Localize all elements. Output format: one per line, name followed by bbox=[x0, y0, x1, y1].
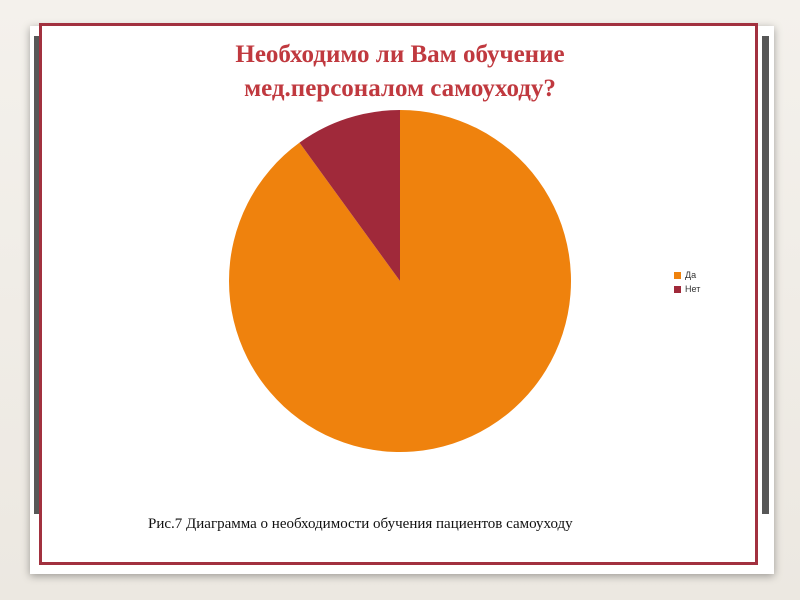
pie-slice-net bbox=[299, 110, 400, 281]
chart-title: Необходимо ли Вам обучение мед.персонало… bbox=[130, 38, 670, 106]
figure-caption: Рис.7 Диаграмма о необходимости обучения… bbox=[148, 516, 573, 532]
chart-legend: Да Нет bbox=[674, 268, 700, 296]
chart-title-line-2: мед.персоналом самоуходу? bbox=[244, 75, 556, 102]
legend-label-net: Нет bbox=[685, 284, 701, 294]
legend-label-da: Да bbox=[685, 270, 697, 280]
legend-swatch-net bbox=[674, 285, 681, 293]
legend-item-net: Нет bbox=[674, 282, 700, 296]
left-decor-bar bbox=[34, 36, 41, 514]
legend-item-da: Да bbox=[674, 268, 700, 282]
chart-title-line-1: Необходимо ли Вам обучение bbox=[235, 41, 565, 68]
legend-swatch-da bbox=[674, 271, 681, 279]
right-decor-bar bbox=[762, 36, 769, 514]
